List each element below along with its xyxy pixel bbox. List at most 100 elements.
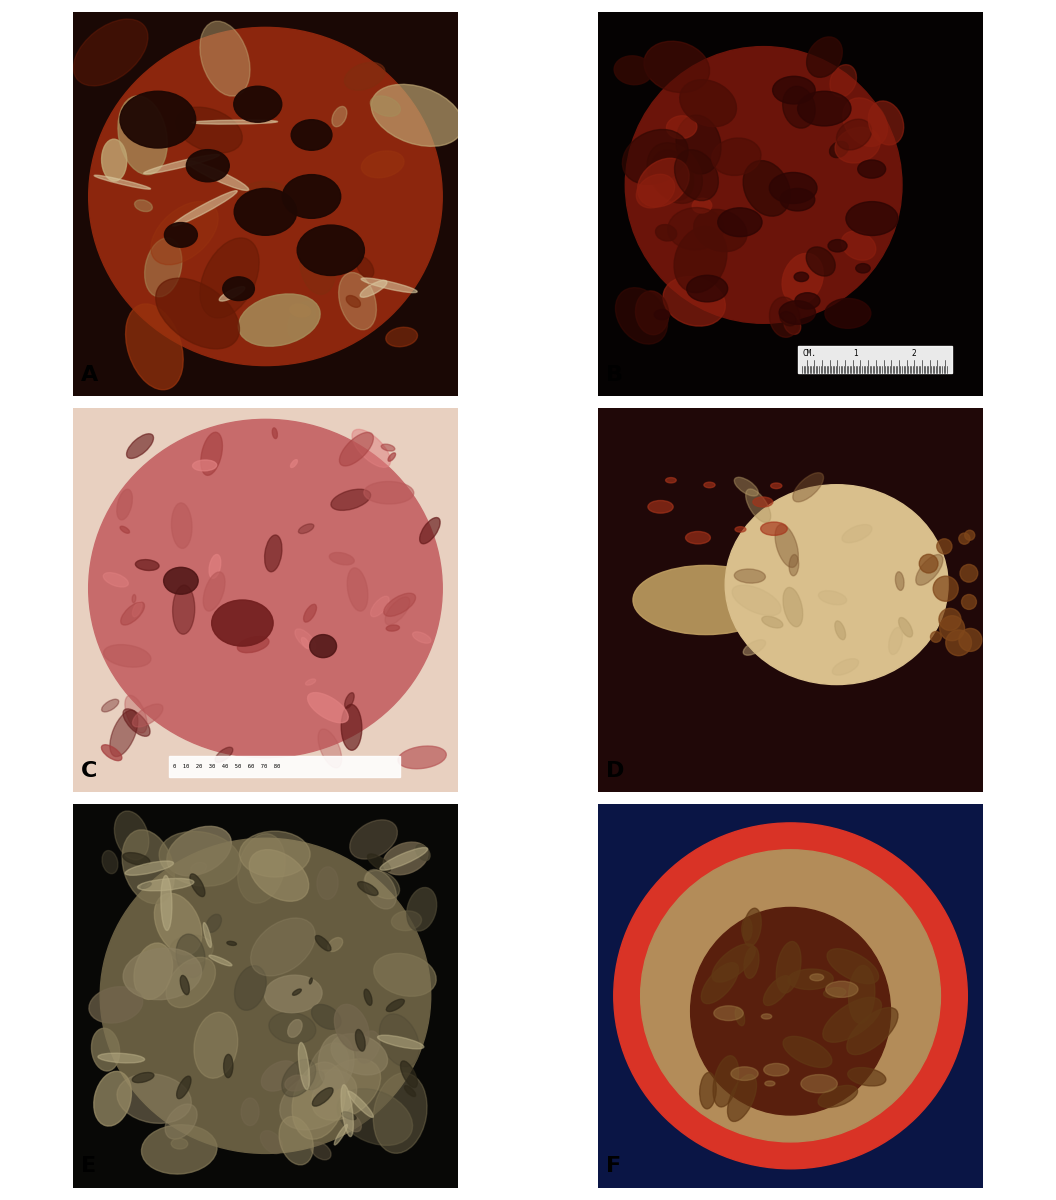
- Ellipse shape: [122, 853, 150, 865]
- Ellipse shape: [290, 460, 298, 468]
- Ellipse shape: [810, 974, 824, 980]
- Ellipse shape: [379, 1014, 419, 1067]
- Text: F: F: [606, 1157, 621, 1176]
- Ellipse shape: [965, 530, 975, 540]
- Ellipse shape: [701, 962, 738, 1003]
- Ellipse shape: [101, 745, 121, 761]
- Ellipse shape: [794, 272, 809, 282]
- Ellipse shape: [842, 232, 875, 260]
- Ellipse shape: [818, 1086, 857, 1108]
- Ellipse shape: [227, 941, 237, 946]
- Ellipse shape: [134, 200, 152, 211]
- Ellipse shape: [827, 949, 879, 984]
- Text: C: C: [81, 761, 97, 781]
- Ellipse shape: [350, 820, 397, 859]
- Ellipse shape: [191, 863, 207, 874]
- Ellipse shape: [782, 253, 824, 305]
- Text: 0  10  20  30  40  50  60  70  80: 0 10 20 30 40 50 60 70 80: [173, 763, 281, 769]
- Ellipse shape: [134, 943, 172, 1000]
- Ellipse shape: [830, 142, 848, 157]
- Ellipse shape: [145, 238, 182, 296]
- Ellipse shape: [250, 918, 316, 976]
- Ellipse shape: [383, 842, 428, 875]
- Ellipse shape: [100, 839, 431, 1153]
- Ellipse shape: [367, 854, 391, 871]
- Ellipse shape: [293, 1062, 345, 1139]
- Ellipse shape: [776, 942, 802, 994]
- Ellipse shape: [361, 151, 404, 178]
- Ellipse shape: [89, 28, 442, 366]
- Ellipse shape: [823, 997, 882, 1043]
- Ellipse shape: [312, 1004, 341, 1030]
- Ellipse shape: [962, 594, 977, 610]
- Ellipse shape: [614, 823, 967, 1169]
- Ellipse shape: [337, 1088, 413, 1145]
- Ellipse shape: [392, 911, 421, 931]
- Ellipse shape: [132, 601, 142, 617]
- Text: 2: 2: [911, 349, 916, 359]
- Ellipse shape: [234, 966, 266, 1010]
- Ellipse shape: [899, 618, 912, 637]
- Ellipse shape: [712, 138, 761, 175]
- Ellipse shape: [307, 692, 348, 722]
- Ellipse shape: [200, 22, 250, 96]
- Ellipse shape: [940, 616, 964, 641]
- Ellipse shape: [404, 1086, 416, 1097]
- Ellipse shape: [419, 517, 440, 544]
- Text: CM.: CM.: [803, 349, 816, 359]
- Ellipse shape: [835, 620, 846, 640]
- Ellipse shape: [172, 586, 194, 635]
- Text: 1: 1: [853, 349, 859, 359]
- Ellipse shape: [206, 914, 222, 932]
- Ellipse shape: [761, 617, 782, 628]
- Ellipse shape: [868, 101, 904, 145]
- Ellipse shape: [358, 882, 378, 895]
- Ellipse shape: [170, 935, 213, 964]
- Ellipse shape: [407, 888, 437, 931]
- Ellipse shape: [835, 127, 880, 163]
- Ellipse shape: [187, 161, 248, 191]
- Ellipse shape: [385, 328, 417, 347]
- Ellipse shape: [194, 1013, 238, 1079]
- Ellipse shape: [308, 1043, 348, 1096]
- Ellipse shape: [137, 878, 194, 890]
- Ellipse shape: [344, 692, 354, 708]
- Ellipse shape: [126, 304, 183, 390]
- Ellipse shape: [209, 554, 221, 578]
- Ellipse shape: [691, 907, 890, 1115]
- Ellipse shape: [203, 923, 211, 948]
- Ellipse shape: [89, 419, 442, 757]
- Ellipse shape: [341, 704, 362, 750]
- Ellipse shape: [732, 586, 781, 616]
- Ellipse shape: [335, 1004, 369, 1051]
- Ellipse shape: [652, 150, 694, 200]
- Ellipse shape: [356, 1030, 365, 1051]
- Ellipse shape: [241, 1098, 259, 1126]
- Ellipse shape: [763, 1063, 789, 1076]
- Ellipse shape: [760, 522, 788, 535]
- Ellipse shape: [165, 1104, 197, 1139]
- Ellipse shape: [293, 989, 301, 995]
- Ellipse shape: [318, 728, 342, 768]
- Ellipse shape: [381, 444, 395, 451]
- Ellipse shape: [655, 310, 670, 319]
- Ellipse shape: [386, 1000, 404, 1012]
- Ellipse shape: [735, 527, 746, 532]
- Ellipse shape: [201, 432, 223, 475]
- Ellipse shape: [120, 602, 145, 625]
- Ellipse shape: [692, 198, 712, 214]
- Ellipse shape: [364, 989, 372, 1006]
- Ellipse shape: [895, 571, 904, 590]
- Ellipse shape: [159, 832, 241, 887]
- Text: A: A: [81, 365, 98, 385]
- Ellipse shape: [377, 1036, 423, 1049]
- Ellipse shape: [667, 208, 723, 250]
- Ellipse shape: [94, 175, 151, 190]
- Ellipse shape: [209, 955, 232, 966]
- Ellipse shape: [371, 596, 390, 617]
- Ellipse shape: [289, 304, 310, 317]
- Ellipse shape: [960, 564, 978, 582]
- Ellipse shape: [285, 1075, 308, 1091]
- Ellipse shape: [361, 278, 417, 293]
- Ellipse shape: [301, 637, 309, 648]
